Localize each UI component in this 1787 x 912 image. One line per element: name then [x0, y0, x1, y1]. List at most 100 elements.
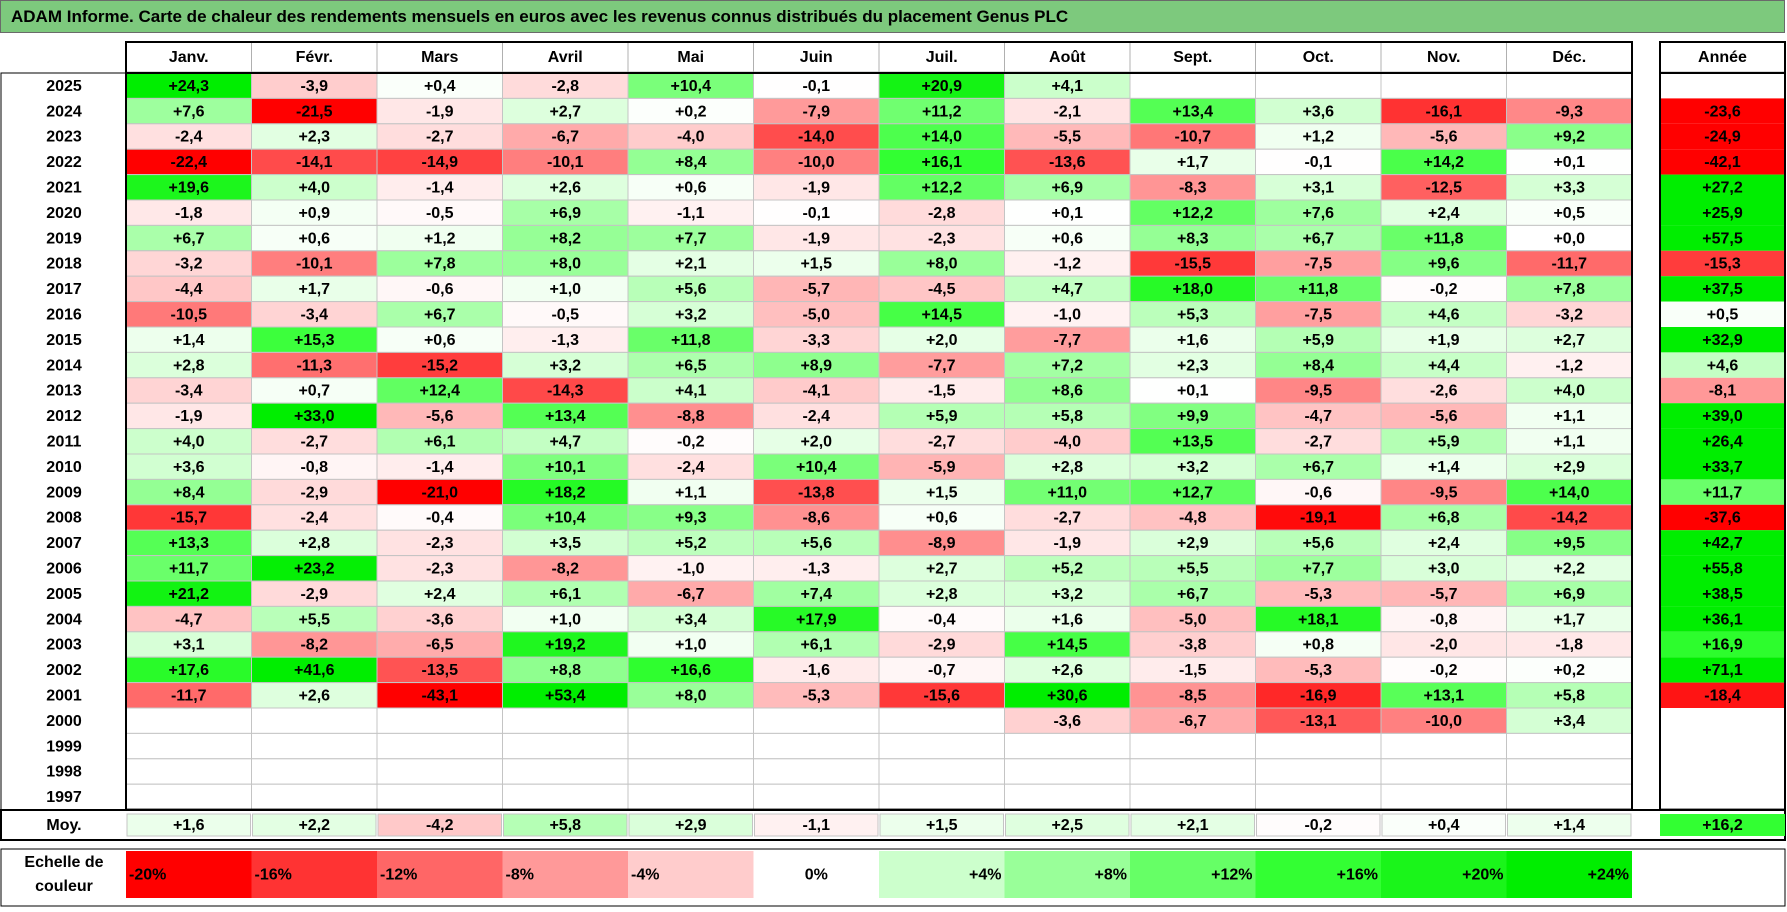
heatmap-cell-value: -1,5 — [1179, 662, 1207, 679]
heatmap-cell-value: -4,7 — [175, 611, 203, 628]
heatmap-cell — [502, 732, 629, 760]
heatmap-cell-value: +5,9 — [1302, 332, 1334, 349]
heatmap-cell — [376, 529, 503, 557]
average-cell — [1507, 813, 1632, 837]
heatmap-cell — [1129, 529, 1256, 557]
heatmap-cell — [502, 326, 629, 353]
heatmap-cell-value: +16,6 — [671, 662, 712, 679]
heatmap-cell-value: +16,1 — [922, 154, 963, 171]
heatmap-cell — [1129, 605, 1256, 633]
heatmap-cell-value: +12,2 — [1173, 205, 1214, 222]
heatmap-cell — [1380, 377, 1507, 404]
annual-cell-value: +71,1 — [1702, 662, 1743, 679]
heatmap-cell-value: -0,1 — [802, 205, 830, 222]
heatmap-cell — [125, 707, 252, 734]
heatmap-cell — [878, 148, 1005, 176]
average-cell-value: +2,2 — [298, 817, 330, 834]
heatmap-cell-value: -10,1 — [296, 256, 333, 273]
heatmap-cell — [376, 605, 503, 633]
heatmap-cell-value: -1,1 — [677, 205, 705, 222]
heatmap-cell-value: -2,3 — [426, 561, 454, 578]
annual-cell-value: +4,6 — [1707, 357, 1739, 374]
month-header-label: Juil. — [926, 49, 958, 66]
heatmap-cell-value: -13,5 — [422, 662, 459, 679]
heatmap-cell-value: +0,6 — [675, 180, 707, 197]
heatmap-cell-value: +5,6 — [800, 535, 832, 552]
annual-cell — [1660, 504, 1785, 531]
heatmap-cell-value: +1,1 — [1553, 434, 1585, 451]
heatmap-cell-value: -2,9 — [300, 586, 328, 603]
heatmap-cell-value: +2,9 — [1177, 535, 1209, 552]
annual-cell — [1660, 784, 1785, 810]
heatmap-cell-value: -0,2 — [1430, 662, 1458, 679]
heatmap-cell-value: +4,0 — [1553, 383, 1585, 400]
heatmap-cell — [878, 707, 1005, 734]
heatmap-cell-value: +0,1 — [1051, 205, 1083, 222]
color-scale-label: 0% — [805, 867, 828, 884]
heatmap-cell-value: -4,0 — [1053, 434, 1081, 451]
heatmap-cell-value: +0,0 — [1553, 230, 1585, 247]
heatmap-cell-value: +2,8 — [298, 535, 330, 552]
heatmap-cell — [753, 478, 880, 506]
heatmap-cell — [376, 123, 503, 150]
heatmap-cell-value: +5,8 — [1553, 688, 1585, 705]
annual-cell — [1660, 149, 1785, 175]
heatmap-cell-value: +1,6 — [1051, 611, 1083, 628]
heatmap-cell-value: -15,2 — [422, 357, 459, 374]
annual-cell — [1660, 200, 1785, 226]
heatmap-cell — [878, 504, 1005, 531]
heatmap-cell-value: -2,7 — [1304, 434, 1332, 451]
heatmap-cell-value: +8,3 — [1177, 230, 1209, 247]
heatmap-cell-value: -10,0 — [798, 154, 835, 171]
heatmap-cell — [1255, 758, 1382, 785]
heatmap-cell-value: -3,4 — [300, 307, 328, 324]
color-scale-label: -8% — [506, 867, 534, 884]
heatmap-cell-value: -14,0 — [798, 129, 835, 146]
month-header-cell — [627, 41, 754, 73]
month-header-label: Juin — [800, 49, 833, 66]
row-year-label: 2023 — [46, 129, 82, 146]
heatmap-cell-value: -1,9 — [426, 103, 454, 120]
heatmap-cell-value: +0,6 — [424, 332, 456, 349]
heatmap-cell-value: +1,0 — [675, 637, 707, 654]
heatmap-cell — [1255, 72, 1382, 99]
heatmap-cell — [502, 428, 629, 455]
annual-cell — [1660, 352, 1785, 378]
heatmap-cell-value: +6,1 — [549, 586, 581, 603]
heatmap-cell-value: -1,3 — [551, 332, 579, 349]
heatmap-cell — [251, 631, 378, 658]
heatmap-cell-value: +8,4 — [173, 484, 205, 501]
heatmap-cell — [1506, 402, 1633, 430]
heatmap-cell-value: -5,6 — [1430, 129, 1458, 146]
heatmap-cell-value: -2,7 — [928, 434, 956, 451]
heatmap-cell — [627, 555, 754, 582]
heatmap-cell-value: -1,2 — [1555, 357, 1583, 374]
heatmap-cell-value: +3,6 — [173, 459, 205, 476]
heatmap-cell-value: +7,8 — [424, 256, 456, 273]
color-scale-label: +16% — [1337, 867, 1378, 884]
heatmap-cell — [878, 199, 1005, 226]
heatmap-cell-value: -1,2 — [1053, 256, 1081, 273]
heatmap-cell-value: +4,7 — [549, 434, 581, 451]
heatmap-cell — [878, 351, 1005, 379]
heatmap-cell-value: -6,7 — [677, 586, 705, 603]
heatmap-cell — [376, 174, 503, 201]
heatmap-cell — [1129, 453, 1256, 480]
color-scale-label: +8% — [1095, 867, 1127, 884]
row-year-label: 2024 — [46, 103, 82, 120]
heatmap-cell-value: +15,3 — [294, 332, 335, 349]
color-scale-swatch — [1255, 851, 1381, 898]
heatmap-cell — [1506, 123, 1633, 150]
annual-cell-value: +39,0 — [1702, 408, 1743, 425]
heatmap-cell-value: +2,4 — [424, 586, 456, 603]
annual-cell-value: +57,5 — [1702, 230, 1743, 247]
heatmap-cell-value: +0,7 — [298, 383, 330, 400]
annual-cell-value: -42,1 — [1704, 154, 1741, 171]
heatmap-cell-value: -21,5 — [296, 103, 333, 120]
heatmap-cell-value: -8,9 — [928, 535, 956, 552]
heatmap-cell-value: -0,7 — [928, 662, 956, 679]
heatmap-cell-value: +11,8 — [1298, 281, 1338, 298]
heatmap-cell-value: -7,7 — [928, 357, 956, 374]
row-year-label: 2017 — [46, 281, 82, 298]
month-header-label: Mai — [677, 49, 704, 66]
